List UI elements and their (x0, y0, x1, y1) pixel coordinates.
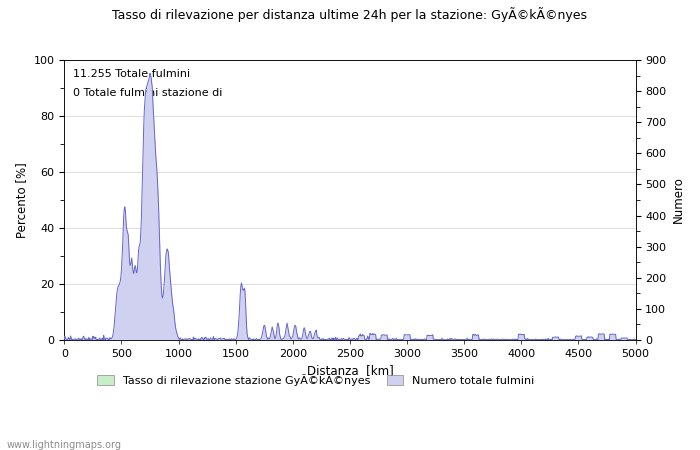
Text: 0 Totale fulmini stazione di: 0 Totale fulmini stazione di (73, 88, 222, 98)
Text: www.lightningmaps.org: www.lightningmaps.org (7, 440, 122, 450)
Legend: Tasso di rilevazione stazione GyÃ©kÃ©nyes, Numero totale fulmini: Tasso di rilevazione stazione GyÃ©kÃ©nye… (92, 369, 539, 390)
X-axis label: Distanza  [km]: Distanza [km] (307, 364, 393, 378)
Y-axis label: Percento [%]: Percento [%] (15, 162, 28, 238)
Y-axis label: Numero: Numero (672, 176, 685, 223)
Text: Tasso di rilevazione per distanza ultime 24h per la stazione: GyÃ©kÃ©nyes: Tasso di rilevazione per distanza ultime… (113, 7, 587, 22)
Text: 11.255 Totale fulmini: 11.255 Totale fulmini (73, 68, 190, 79)
